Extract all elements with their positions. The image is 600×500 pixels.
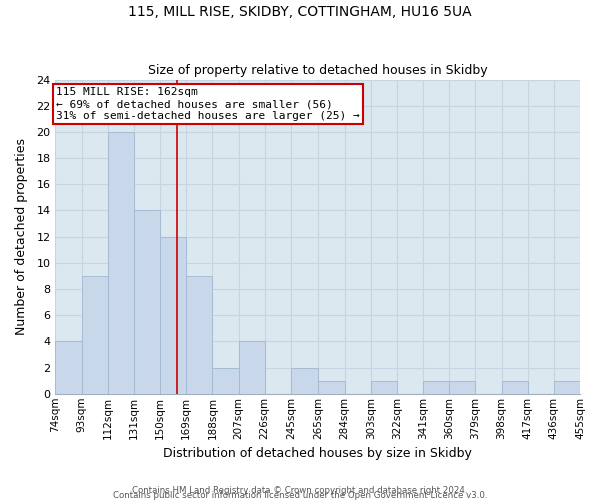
Bar bbox=[502, 380, 527, 394]
X-axis label: Distribution of detached houses by size in Skidby: Distribution of detached houses by size … bbox=[163, 447, 472, 460]
Bar bbox=[212, 368, 239, 394]
Bar bbox=[423, 380, 449, 394]
Bar bbox=[239, 342, 265, 394]
Bar bbox=[134, 210, 160, 394]
Title: Size of property relative to detached houses in Skidby: Size of property relative to detached ho… bbox=[148, 64, 488, 77]
Text: Contains HM Land Registry data © Crown copyright and database right 2024.: Contains HM Land Registry data © Crown c… bbox=[132, 486, 468, 495]
Bar bbox=[82, 276, 108, 394]
Bar bbox=[371, 380, 397, 394]
Bar bbox=[55, 342, 82, 394]
Text: 115, MILL RISE, SKIDBY, COTTINGHAM, HU16 5UA: 115, MILL RISE, SKIDBY, COTTINGHAM, HU16… bbox=[128, 5, 472, 19]
Y-axis label: Number of detached properties: Number of detached properties bbox=[15, 138, 28, 335]
Text: Contains public sector information licensed under the Open Government Licence v3: Contains public sector information licen… bbox=[113, 490, 487, 500]
Bar bbox=[319, 380, 344, 394]
Bar bbox=[160, 236, 186, 394]
Bar bbox=[291, 368, 319, 394]
Bar bbox=[108, 132, 134, 394]
Bar bbox=[186, 276, 212, 394]
Bar bbox=[554, 380, 580, 394]
Text: 115 MILL RISE: 162sqm
← 69% of detached houses are smaller (56)
31% of semi-deta: 115 MILL RISE: 162sqm ← 69% of detached … bbox=[56, 88, 360, 120]
Bar bbox=[449, 380, 475, 394]
